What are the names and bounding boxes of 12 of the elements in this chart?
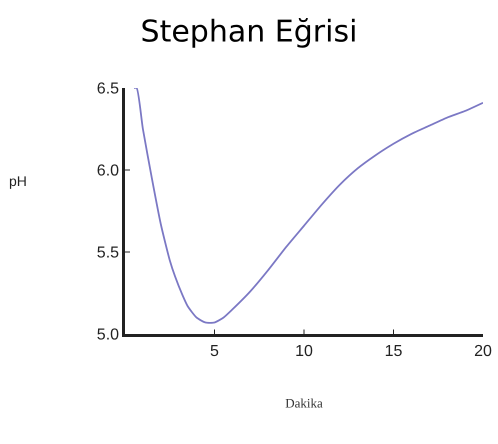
x-axis-title: Dakika: [285, 396, 323, 411]
y-axis-title: pH: [9, 173, 27, 189]
y-tick-label: 5.0: [96, 326, 120, 344]
y-tick-label: 6.0: [96, 162, 120, 180]
y-tick-label: 5.5: [96, 244, 120, 262]
x-tick-label: 5: [210, 342, 220, 360]
x-tick-label: 10: [295, 342, 313, 360]
y-tick-label: 6.5: [96, 80, 120, 98]
x-tick-label: 20: [474, 342, 492, 360]
line-series: [133, 88, 483, 324]
chart-title: Stephan Eğrisi: [140, 14, 358, 50]
x-tick-label: 15: [384, 342, 402, 360]
